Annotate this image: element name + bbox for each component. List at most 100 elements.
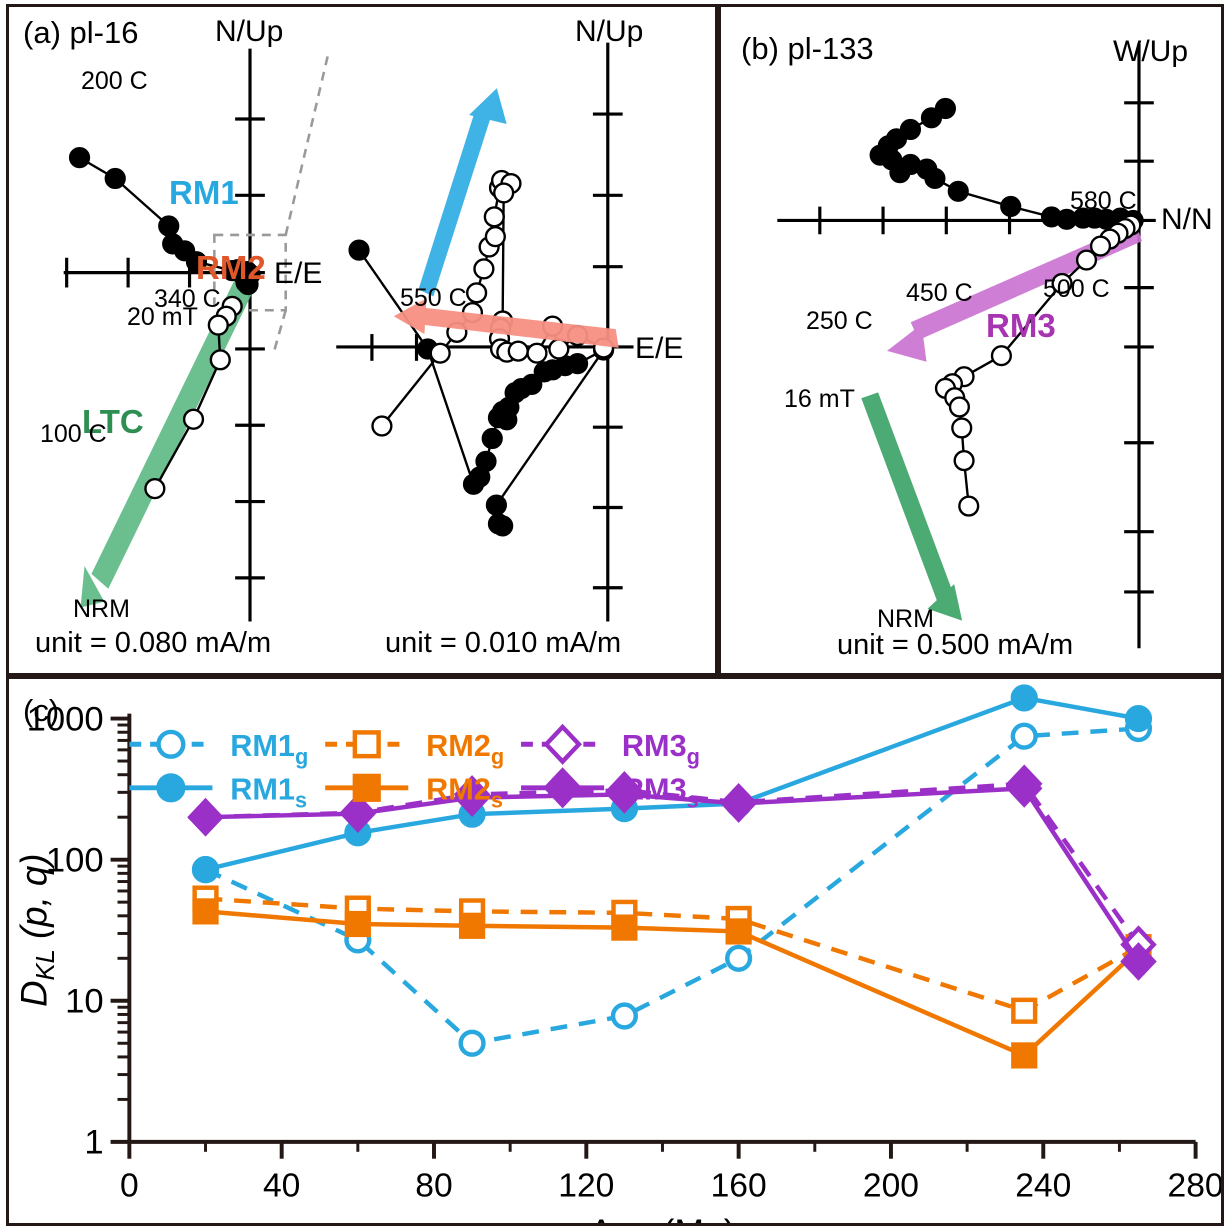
zij-open-point [526,342,548,364]
unit-label-a2: unit = 0.010 mA/m [385,627,622,659]
data-point-RM3s [453,778,491,817]
data-point-RM2s [352,773,381,802]
zij-open-point [951,417,973,439]
zij-solid-point [481,427,503,450]
zij-a1-axes [63,48,265,622]
zij-solid-point [485,494,507,516]
x-tick-label: 120 [558,1167,614,1204]
axis-label-w-up: W/Up [1113,35,1188,68]
data-point-RM3s [339,794,377,833]
temp-label-200c: 200 C [81,67,148,95]
legend-item-RM3s[interactable]: RM3s [521,767,699,813]
x-axis-title: Age (Ma) [589,1212,735,1223]
data-point-RM3s [1120,942,1157,981]
temp-label-340c: 340 C [154,285,221,313]
data-point-RM1g [458,1029,486,1057]
y-tick-label: 1 [84,1124,103,1162]
zij-open-point [182,408,205,430]
component-label-rm3: RM3 [986,307,1056,344]
zij-solid-point [1000,195,1022,218]
legend-item-RM2s[interactable]: RM2s [325,773,503,813]
zij-solid-point [475,450,497,473]
zij-open-point [473,258,495,280]
zij-open-point [483,206,505,228]
axis-label-e-e-1: E/E [274,257,323,290]
panel-a: (a) pl-16 N/Up E/E 20 mT NRM LTC unit = … [6,4,718,676]
data-point-RM3s [606,775,643,814]
data-point-RM1g [156,729,186,759]
temp-label-100c: 100 C [40,420,107,448]
component-label-rm1: RM1 [169,174,239,211]
data-point-RM1s [191,856,220,884]
zij-open-point [144,478,166,500]
series-RM2s [192,898,1152,1069]
component-label-ltc: LTC [82,403,144,440]
zij-open-point [548,338,570,360]
rm1-arrow [418,88,507,297]
panel-b: (b) pl-133 W/Up N/N 580 C 500 C 450 C 25… [718,4,1224,676]
data-point-RM1s [1124,704,1153,733]
x-tick-label: 40 [263,1167,300,1204]
zij-a2-path [348,169,615,537]
unit-label-a1: unit = 0.080 mA/m [35,627,272,659]
x-tick-label: 200 [863,1167,919,1204]
zij-open-point [958,495,980,517]
zij-a1-path [68,147,261,500]
panel-a-graphics [63,42,634,622]
zij-solid-point [68,147,91,169]
zij-open-point [1075,249,1098,271]
temp-label-450c: 450 C [906,279,973,307]
zij-open-point [466,282,488,304]
legend-item-RM1s[interactable]: RM1s [129,773,307,813]
zij-solid-point [899,118,922,141]
panel-b-tag: (b) pl-133 [741,31,874,66]
zij-open-point [209,349,231,371]
legend-label-RM1s: RM1s [230,773,307,813]
zij-open-point [507,340,529,362]
zij-open-point [1051,272,1073,294]
chart-axes: 0 40 80 120 160 200 240 280 1 10 100 1000 Age (Ma) DK… [13,700,1221,1223]
data-point-RM1s [1010,684,1038,712]
y-tick-label: 1000 [27,700,104,738]
temp-label-550c: 550 C [400,284,467,312]
data-point-RM2s [611,914,638,941]
zij-open-point [953,450,975,472]
panel-b-graphics [777,43,1156,649]
legend-item-RM1g[interactable]: RM1g [129,729,308,769]
panel-c-chart: 0 40 80 120 160 200 240 280 1 10 100 1000 Age (Ma) DK… [13,684,1221,1223]
step-label-16mT: 16 mT [784,385,855,413]
data-point-RM3s [187,797,224,837]
temp-label-580c: 580 C [1070,187,1137,215]
x-tick-label: 0 [120,1167,139,1204]
x-tick-label: 160 [711,1167,767,1204]
series-RM2g [192,885,1152,1024]
legend-label-RM2s: RM2s [426,773,503,813]
legend-label-RM1g: RM1g [230,729,308,769]
rm2-arrow [393,298,619,348]
zij-open-point [1089,235,1112,257]
legend-item-RM2g[interactable]: RM2g [325,729,504,769]
zij-open-point [207,314,229,336]
data-point-RM2s [458,912,486,939]
data-point-RM3s [720,784,757,823]
component-label-rm2: RM2 [196,249,266,286]
legend-label-RM3s: RM3s [622,773,699,813]
zij-open-point [429,342,451,364]
zij-solid-point [1040,206,1063,228]
legend-item-RM3g[interactable]: RM3g [521,723,700,769]
temp-label-500c: 500 C [1043,275,1110,303]
zij-solid-point [934,97,956,120]
zij-open-point [990,345,1012,367]
data-point-RM3g [543,723,582,765]
zij-open-point [371,415,393,437]
data-point-RM1g [725,944,753,972]
data-point-RM2g [1011,997,1038,1024]
zij-solid-point [492,515,514,537]
y-tick-label: 100 [46,842,104,880]
panel-a-tag: (a) pl-16 [23,15,139,50]
zij-solid-point [104,167,126,190]
zij-solid-point [185,251,208,273]
panel-c-tag: (c) [23,693,60,728]
zoom-box-indicator [213,53,330,357]
